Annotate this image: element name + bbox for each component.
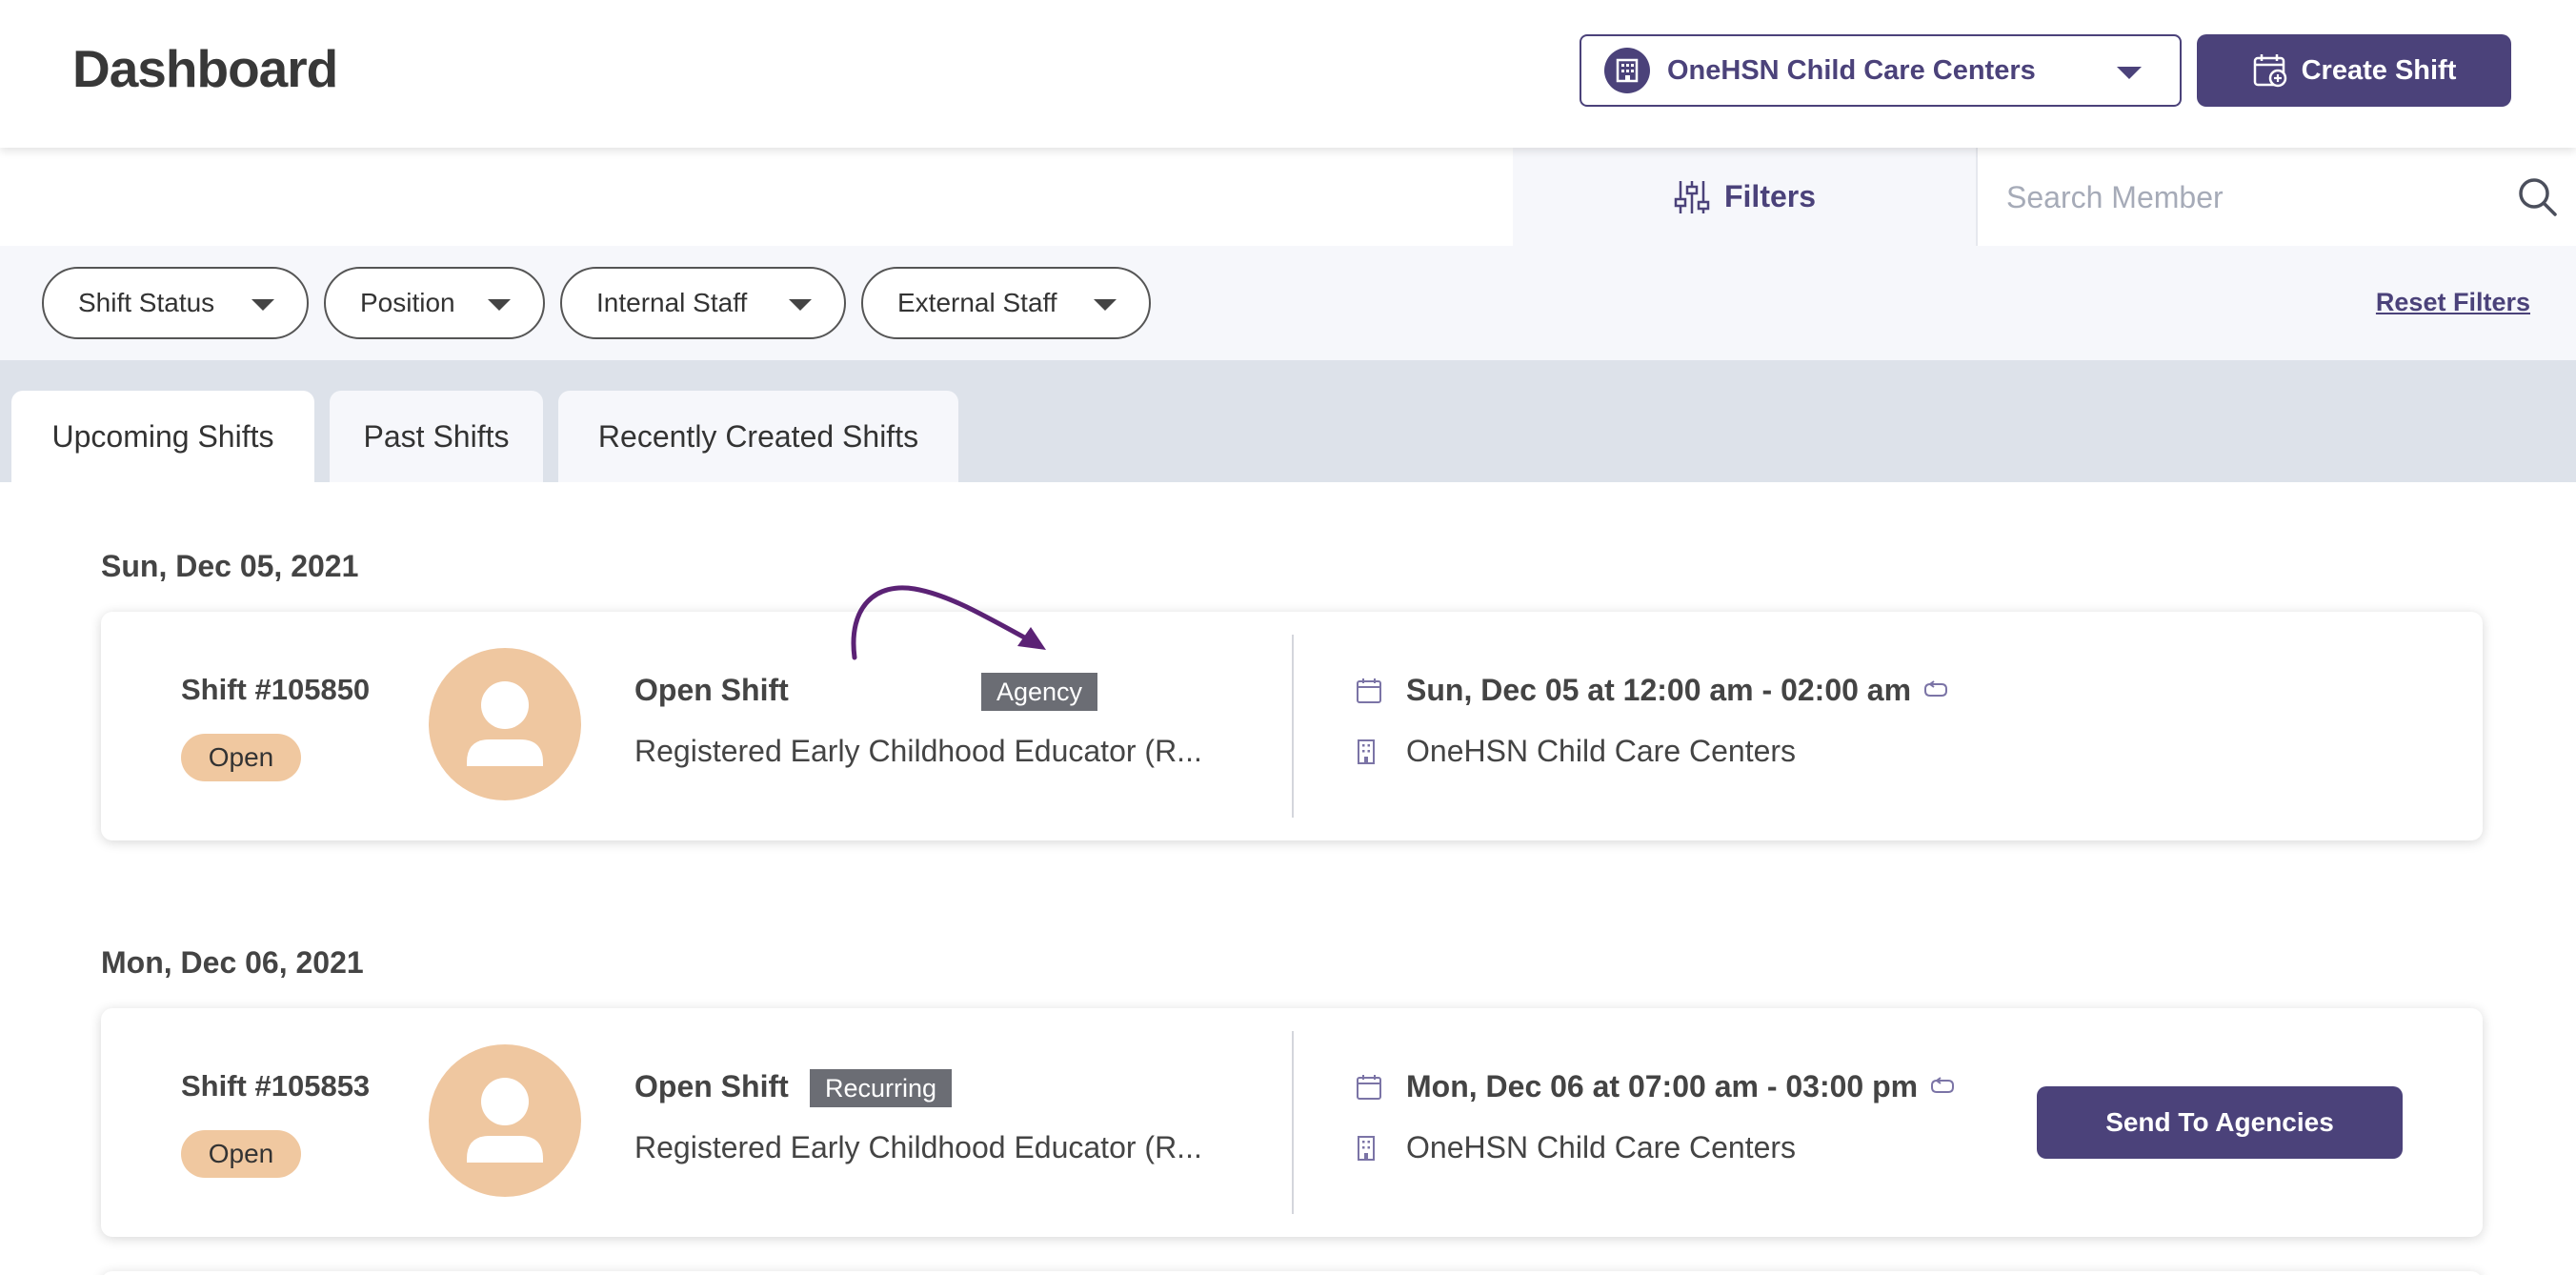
tab-recently-created-shifts[interactable]: Recently Created Shifts <box>558 391 958 482</box>
shift-card[interactable]: Shift #105853 Open Open Shift Recurring … <box>101 1008 2483 1237</box>
shift-location-text: OneHSN Child Care Centers <box>1406 734 1797 768</box>
position-text: Registered Early Childhood Educator (R..… <box>634 734 1202 768</box>
chevron-down-icon <box>789 299 812 311</box>
recurring-tag: Recurring <box>810 1069 953 1107</box>
search-box <box>1976 148 2576 246</box>
repeat-icon <box>1922 679 1949 701</box>
shift-time: Sun, Dec 05 at 12:00 am - 02:00 am <box>1355 673 1949 708</box>
organization-select-label: OneHSN Child Care Centers <box>1667 54 2036 86</box>
send-to-agencies-button[interactable]: Send To Agencies <box>2037 1086 2403 1159</box>
search-input[interactable] <box>2006 172 2502 222</box>
internal-staff-filter[interactable]: Internal Staff <box>560 267 846 339</box>
calendar-icon <box>1355 677 1387 705</box>
filter-chips-bar: Shift Status Position Internal Staff Ext… <box>0 246 2576 360</box>
date-heading: Mon, Dec 06, 2021 <box>101 945 364 980</box>
chip-label: Shift Status <box>78 288 215 317</box>
date-heading: Sun, Dec 05, 2021 <box>101 549 359 583</box>
create-shift-label: Create Shift <box>2301 54 2457 86</box>
shift-id: Shift #105850 <box>181 673 371 706</box>
position-filter[interactable]: Position <box>324 267 545 339</box>
divider <box>1292 635 1294 818</box>
external-staff-filter[interactable]: External Staff <box>861 267 1151 339</box>
chip-label: External Staff <box>897 288 1057 317</box>
page-title: Dashboard <box>72 39 338 98</box>
shift-title: Open Shift <box>634 673 789 707</box>
avatar <box>429 1044 581 1197</box>
tabs: Upcoming Shifts Past Shifts Recently Cre… <box>0 360 2576 482</box>
annotation-arrow-icon <box>851 585 1046 660</box>
filters-label: Filters <box>1723 179 1817 213</box>
position-text: Registered Early Childhood Educator (R..… <box>634 1130 1202 1164</box>
create-shift-button[interactable]: Create Shift <box>2197 34 2511 107</box>
search-icon[interactable] <box>2517 176 2559 218</box>
status-badge: Open <box>181 1130 301 1178</box>
chevron-down-icon <box>2117 67 2142 79</box>
chevron-down-icon <box>488 299 511 311</box>
shift-location-text: OneHSN Child Care Centers <box>1406 1130 1797 1164</box>
shift-time: Mon, Dec 06 at 07:00 am - 03:00 pm <box>1355 1069 1956 1104</box>
user-icon <box>467 681 543 766</box>
tab-upcoming-shifts[interactable]: Upcoming Shifts <box>11 391 314 482</box>
agency-tag: Agency <box>981 673 1098 711</box>
calendar-icon <box>1355 1073 1387 1102</box>
avatar <box>429 648 581 800</box>
shift-time-text: Sun, Dec 05 at 12:00 am - 02:00 am <box>1406 673 1912 707</box>
shift-card[interactable]: Shift #105850 Open Open Shift Agency Reg… <box>101 612 2483 840</box>
shift-status-filter[interactable]: Shift Status <box>42 267 309 339</box>
building-icon <box>1355 1135 1387 1162</box>
calendar-add-icon <box>2253 54 2286 88</box>
organization-select[interactable]: OneHSN Child Care Centers <box>1580 34 2182 107</box>
shift-card[interactable] <box>101 1271 2483 1275</box>
user-icon <box>467 1078 543 1163</box>
shift-id: Shift #105853 <box>181 1069 371 1103</box>
status-badge: Open <box>181 734 301 781</box>
shift-location: OneHSN Child Care Centers <box>1355 1130 1796 1165</box>
repeat-icon <box>1929 1076 1956 1098</box>
chip-label: Internal Staff <box>596 288 748 317</box>
shift-location: OneHSN Child Care Centers <box>1355 734 1796 769</box>
shift-title: Open Shift <box>634 1069 789 1103</box>
tab-past-shifts[interactable]: Past Shifts <box>330 391 543 482</box>
filters-button[interactable]: Filters <box>1513 148 1976 246</box>
chevron-down-icon <box>252 299 274 311</box>
shift-time-text: Mon, Dec 06 at 07:00 am - 03:00 pm <box>1406 1069 1919 1103</box>
toolbar: Filters <box>0 148 2576 246</box>
divider <box>1292 1031 1294 1214</box>
building-icon <box>1604 48 1650 93</box>
app-header: Dashboard OneHSN Child Care Centers Crea… <box>0 0 2576 148</box>
building-icon <box>1355 739 1387 765</box>
sliders-icon <box>1674 180 1710 213</box>
reset-filters-link[interactable]: Reset Filters <box>2375 288 2530 316</box>
chevron-down-icon <box>1094 299 1117 311</box>
chip-label: Position <box>360 288 455 317</box>
